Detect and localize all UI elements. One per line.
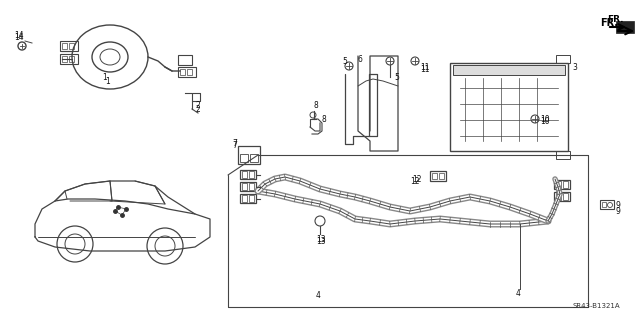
Bar bbox=[556, 193, 561, 200]
Text: SR43-B1321A: SR43-B1321A bbox=[572, 303, 620, 309]
Bar bbox=[249, 195, 254, 202]
Text: 11: 11 bbox=[420, 63, 429, 71]
Text: 14: 14 bbox=[14, 32, 24, 41]
Bar bbox=[60, 41, 78, 51]
Text: 8: 8 bbox=[313, 101, 317, 110]
Bar bbox=[242, 171, 247, 178]
Text: 14: 14 bbox=[14, 33, 24, 41]
Text: 1: 1 bbox=[102, 72, 107, 81]
Bar bbox=[249, 171, 254, 178]
Bar bbox=[62, 43, 67, 49]
Bar bbox=[563, 193, 568, 200]
Text: 4: 4 bbox=[316, 291, 321, 300]
Text: FR.: FR. bbox=[600, 18, 618, 28]
Bar bbox=[69, 56, 74, 62]
Bar bbox=[450, 63, 568, 151]
Text: 9: 9 bbox=[616, 202, 621, 211]
Text: 13: 13 bbox=[316, 236, 326, 246]
Bar bbox=[178, 67, 196, 77]
Text: 7: 7 bbox=[232, 142, 237, 151]
Text: 5: 5 bbox=[342, 56, 347, 65]
Bar bbox=[432, 173, 437, 179]
Bar bbox=[439, 173, 444, 179]
Bar bbox=[60, 54, 78, 64]
Bar bbox=[563, 181, 568, 188]
Bar bbox=[616, 21, 634, 33]
Text: 9: 9 bbox=[616, 206, 621, 216]
Text: 11: 11 bbox=[420, 64, 429, 73]
Bar bbox=[242, 183, 247, 190]
Bar bbox=[600, 200, 614, 209]
Bar bbox=[240, 154, 248, 162]
Text: 10: 10 bbox=[540, 117, 550, 127]
Text: 8: 8 bbox=[322, 115, 327, 123]
Text: 5: 5 bbox=[394, 73, 399, 83]
Bar bbox=[554, 180, 570, 189]
Text: 2: 2 bbox=[196, 105, 201, 114]
Bar bbox=[180, 69, 185, 75]
Text: 1: 1 bbox=[105, 77, 109, 85]
Bar bbox=[250, 154, 258, 162]
Text: 13: 13 bbox=[316, 234, 326, 243]
Text: 6: 6 bbox=[357, 55, 362, 63]
Text: 3: 3 bbox=[572, 63, 577, 72]
Bar bbox=[453, 65, 565, 75]
Bar bbox=[240, 182, 256, 191]
Text: 2: 2 bbox=[196, 100, 201, 109]
Bar bbox=[238, 146, 260, 164]
Text: 12: 12 bbox=[412, 174, 422, 183]
Bar bbox=[240, 170, 256, 179]
Bar bbox=[69, 43, 74, 49]
Text: 7: 7 bbox=[232, 139, 237, 149]
Bar bbox=[602, 202, 606, 207]
Bar bbox=[556, 151, 570, 159]
Bar bbox=[556, 181, 561, 188]
Text: 12: 12 bbox=[410, 176, 419, 186]
Bar bbox=[556, 55, 570, 63]
Text: 10: 10 bbox=[540, 115, 550, 123]
Bar bbox=[178, 55, 192, 65]
Bar bbox=[62, 56, 67, 62]
Bar bbox=[430, 171, 446, 181]
Text: 4: 4 bbox=[516, 288, 521, 298]
Bar bbox=[249, 183, 254, 190]
Bar bbox=[554, 192, 570, 201]
Text: FR.: FR. bbox=[607, 16, 623, 25]
Bar bbox=[240, 194, 256, 203]
Bar bbox=[242, 195, 247, 202]
Bar bbox=[187, 69, 192, 75]
